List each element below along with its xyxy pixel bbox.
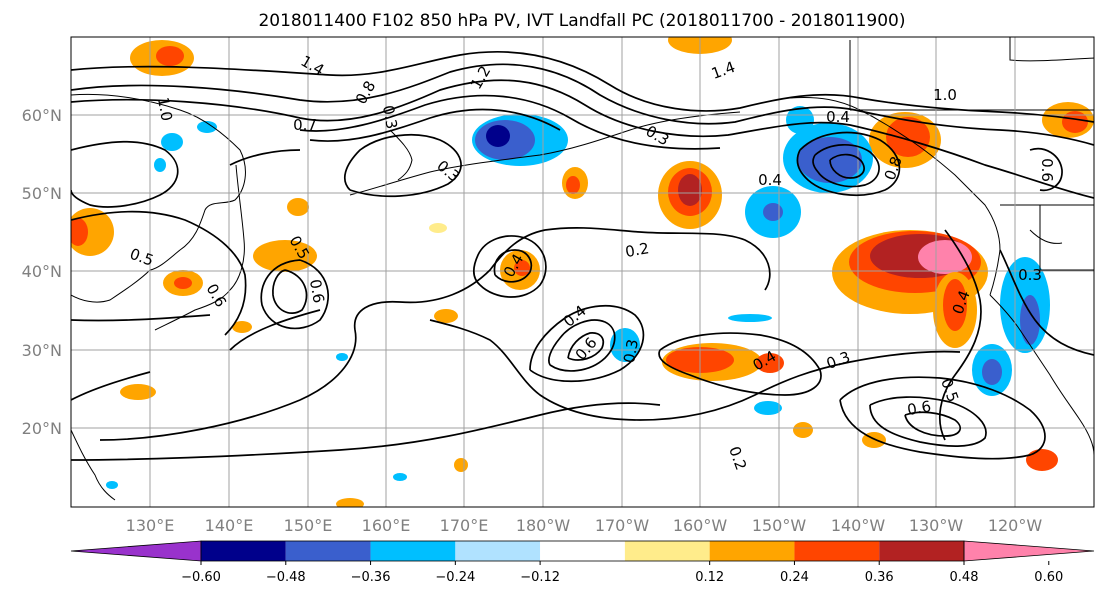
- lat-tick-label: 60°N: [22, 106, 62, 125]
- colorbar-tick-label: −0.12: [520, 570, 560, 585]
- map-panel: 1.41.01.20.7 0.30.30.30.81.40.40.40.81.00…: [22, 36, 1095, 535]
- lat-tick-label: 30°N: [22, 341, 62, 360]
- colorbar-tick-label: 0.12: [695, 570, 724, 585]
- colorbar-tick-label: −0.36: [351, 570, 391, 585]
- contour-label: 1.0: [933, 86, 957, 104]
- lon-tick-label: 130°W: [909, 516, 964, 535]
- contour-label: 0.3: [379, 104, 401, 131]
- figure-title: 2018011400 F102 850 hPa PV, IVT Landfall…: [258, 11, 905, 31]
- lon-tick-label: 180°W: [516, 516, 571, 535]
- lon-tick-label: 160°E: [362, 516, 411, 535]
- colorbar-tick-label: −0.48: [266, 570, 306, 585]
- colorbar-swatch: [879, 541, 964, 561]
- colorbar-tick-label: 0.36: [865, 570, 894, 585]
- latitude-labels: 60°N 50°N 40°N 30°N 20°N: [22, 106, 62, 438]
- contour-label: 0.4: [826, 108, 850, 126]
- contour-label: 0.3: [620, 338, 642, 365]
- colorbar-frame: [200, 540, 965, 562]
- longitude-labels: 130°E 140°E 150°E 160°E 170°E 180°W 170°W 160°W…: [126, 516, 1043, 535]
- lat-tick-label: 40°N: [22, 262, 62, 281]
- lat-tick-label: 50°N: [22, 184, 62, 203]
- map-frame: [70, 36, 1095, 508]
- lon-tick-label: 150°W: [752, 516, 807, 535]
- colorbar-tick-label: −0.60: [181, 570, 221, 585]
- colorbar-swatch: [201, 541, 286, 561]
- colorbar: −0.60 −0.48 −0.36 −0.24 −0.12 0.12 0.24 0.36 0.4…: [70, 540, 1095, 585]
- lon-tick-label: 140°E: [205, 516, 254, 535]
- colorbar-swatch: [709, 541, 795, 561]
- colorbar-swatch: [794, 541, 880, 561]
- colorbar-swatch: [370, 541, 456, 561]
- colorbar-extend-min: [70, 540, 202, 562]
- contour-label: 0.6: [306, 278, 328, 305]
- lon-tick-label: 160°W: [673, 516, 728, 535]
- lon-tick-label: 140°W: [831, 516, 886, 535]
- colorbar-tick-label: −0.24: [435, 570, 475, 585]
- negative-anomaly-fills: [106, 106, 1050, 489]
- colorbar-swatch: [540, 541, 625, 561]
- lon-tick-label: 130°E: [126, 516, 175, 535]
- colorbar-tick-label: 0.24: [780, 570, 809, 585]
- lon-tick-label: 170°W: [595, 516, 650, 535]
- contour-label: 0.2: [624, 239, 651, 261]
- graticule: [71, 37, 1094, 507]
- contour-label: 0.4: [758, 171, 782, 189]
- contour-label: 0.7: [293, 116, 317, 134]
- colorbar-swatch: [455, 541, 541, 561]
- colorbar-tick-label: 0.48: [950, 570, 979, 585]
- lon-tick-label: 170°E: [440, 516, 489, 535]
- contour-label: 0.3: [1018, 266, 1042, 284]
- contour-label: 0.6: [906, 397, 933, 419]
- pv-contours: [71, 51, 1094, 461]
- colorbar-swatch: [624, 541, 710, 561]
- lon-tick-label: 120°W: [988, 516, 1043, 535]
- contour-label: 1.0: [154, 96, 176, 123]
- colorbar-swatch: [285, 541, 371, 561]
- colorbar-tick-label: 0.60: [1034, 570, 1063, 585]
- lon-tick-label: 150°E: [284, 516, 333, 535]
- lat-tick-label: 20°N: [22, 419, 62, 438]
- contour-label: 0.6: [1038, 158, 1056, 182]
- colorbar-extend-max: [963, 540, 1095, 562]
